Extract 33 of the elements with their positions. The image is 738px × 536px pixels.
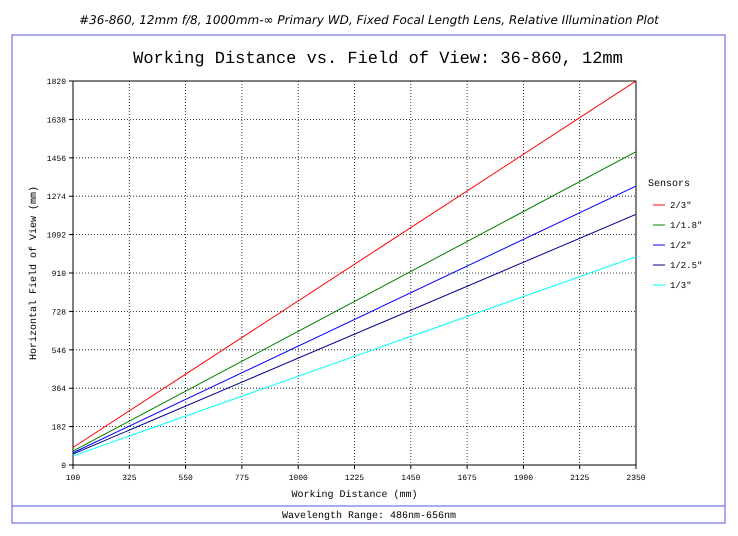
y-axis-title: Horizontal Field of View (mm)	[28, 186, 40, 360]
x-tick-label: 775	[234, 474, 250, 483]
y-tick-label: 182	[52, 424, 66, 433]
x-tick-label: 2125	[570, 474, 590, 483]
y-tick-label: 1274	[46, 193, 66, 202]
legend-label: 1/3"	[670, 281, 692, 291]
legend-title: Sensors	[648, 179, 690, 190]
x-tick-label: 2350	[626, 474, 646, 483]
x-tick-label: 100	[66, 474, 80, 483]
legend-label: 1/2.5"	[670, 261, 702, 271]
x-axis-title: Working Distance (mm)	[291, 489, 418, 501]
x-tick-label: 1225	[344, 474, 364, 483]
y-tick-label: 910	[52, 270, 66, 279]
y-tick-label: 1456	[46, 154, 66, 164]
y-tick-label: 1638	[46, 116, 66, 126]
chart-title: Working Distance vs. Field of View: 36-860, 12mm	[133, 50, 623, 69]
x-tick-label: 1675	[458, 474, 477, 483]
x-tick-label: 550	[178, 474, 193, 483]
x-tick-label: 1900	[514, 474, 534, 483]
y-tick-label: 0	[61, 462, 66, 471]
x-tick-label: 1000	[288, 474, 308, 483]
x-tick-label: 325	[122, 474, 137, 483]
y-tick-label: 728	[52, 308, 66, 318]
text: Wavelength Range: 486nm-656nm	[282, 510, 456, 522]
y-tick-label: 364	[52, 385, 66, 394]
y-tick-label: 1092	[46, 232, 66, 241]
legend-label: 1/2"	[670, 241, 692, 251]
y-tick-label: 546	[52, 346, 66, 356]
legend-label: 2/3"	[670, 201, 692, 211]
legend-label: 1/1.8"	[670, 221, 702, 231]
y-tick-label: 1820	[46, 78, 66, 87]
x-tick-label: 1450	[401, 474, 421, 483]
chart-subtitle: #36-860, 12mm f/8, 1000mm-∞ Primary WD, Fixed Focal Length Lens, Relative Illumination Plot	[79, 13, 660, 27]
